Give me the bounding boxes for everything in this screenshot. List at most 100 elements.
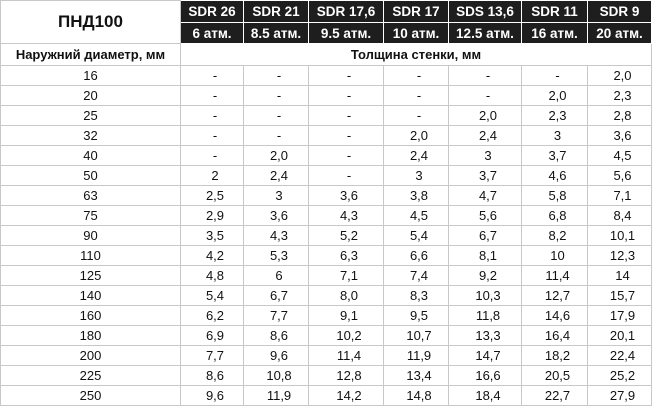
thickness-cell: 4,5 [383,205,449,226]
data-row: 180 6,9 8,6 10,2 10,7 13,3 16,4 20,1 [0,325,652,346]
thickness-cell: 4,2 [180,245,244,266]
column-pressure: 12.5 атм. [448,22,522,44]
thickness-cell: 5,3 [243,245,309,266]
thickness-cell: 10,8 [243,365,309,386]
thickness-cell: 9,6 [180,385,244,406]
thickness-cell: 6 [243,265,309,286]
thickness-cell: 4,3 [308,205,384,226]
thickness-cell: - [180,65,244,86]
data-row: 160 6,2 7,7 9,1 9,5 11,8 14,6 17,9 [0,305,652,326]
thickness-cell: 3,6 [308,185,384,206]
thickness-cell: - [383,105,449,126]
thickness-cell: 22,4 [587,345,652,366]
diameter-cell: 160 [0,305,181,326]
data-row: 225 8,6 10,8 12,8 13,4 16,6 20,5 25,2 [0,365,652,386]
header-row: ПНД100 SDR 26 SDR 21 SDR 17,6 SDR 17 SDS 13,… [0,0,652,44]
column-pressure: 6 атм. [180,22,244,44]
diameter-cell: 20 [0,85,181,106]
table-title: ПНД100 [0,0,181,44]
data-row: 110 4,2 5,3 6,3 6,6 8,1 10 12,3 [0,245,652,266]
thickness-cell: 2 [180,165,244,186]
thickness-cell: 9,2 [448,265,522,286]
data-row: 63 2,5 3 3,6 3,8 4,7 5,8 7,1 [0,185,652,206]
thickness-cell: 14 [587,265,652,286]
thickness-cell: 27,9 [587,385,652,406]
diameter-cell: 110 [0,245,181,266]
data-row: 140 5,4 6,7 8,0 8,3 10,3 12,7 15,7 [0,285,652,306]
thickness-cell: - [243,85,309,106]
thickness-cell: 16,6 [448,365,522,386]
thickness-cell: 11,4 [308,345,384,366]
thickness-cell: 8,1 [448,245,522,266]
data-row: 125 4,8 6 7,1 7,4 9,2 11,4 14 [0,265,652,286]
data-row: 32- - -2,0 2,4 3 3,6 [0,125,652,146]
thickness-cell: 2,9 [180,205,244,226]
thickness-cell: 3,5 [180,225,244,246]
thickness-cell: 6,7 [448,225,522,246]
thickness-cell: 2,3 [521,105,588,126]
thickness-cell: - [448,85,522,106]
thickness-cell: 6,9 [180,325,244,346]
diameter-cell: 125 [0,265,181,286]
thickness-cell: 8,0 [308,285,384,306]
thickness-cell: 22,7 [521,385,588,406]
thickness-cell: 8,6 [243,325,309,346]
thickness-cell: 18,2 [521,345,588,366]
thickness-cell: 4,6 [521,165,588,186]
column-name: SDR 21 [243,0,309,23]
data-row: 250 9,6 11,9 14,2 14,8 18,4 22,7 27,9 [0,385,652,406]
data-row: 75 2,9 3,6 4,3 4,5 5,6 6,8 8,4 [0,205,652,226]
thickness-cell: 2,4 [383,145,449,166]
thickness-cell: 2,0 [448,105,522,126]
thickness-cell: 3,6 [587,125,652,146]
thickness-cell: 8,6 [180,365,244,386]
thickness-cell: - [383,65,449,86]
thickness-cell: 5,8 [521,185,588,206]
thickness-cell: 8,2 [521,225,588,246]
thickness-cell: 14,8 [383,385,449,406]
diameter-cell: 16 [0,65,181,86]
column-pressure: 8.5 атм. [243,22,309,44]
thickness-cell: 12,7 [521,285,588,306]
thickness-cell: 11,8 [448,305,522,326]
thickness-cell: 3 [383,165,449,186]
column-name: SDR 9 [587,0,652,23]
thickness-cell: 5,2 [308,225,384,246]
column-name: SDR 26 [180,0,244,23]
thickness-cell: 20,5 [521,365,588,386]
thickness-cell: 6,6 [383,245,449,266]
thickness-cell: 16,4 [521,325,588,346]
thickness-cell: 10,2 [308,325,384,346]
pressure-row: 6 атм. 8.5 атм. 9.5 атм. 10 атм. 12.5 атм. 16… [1,22,652,44]
thickness-cell: 9,5 [383,305,449,326]
thickness-cell: 12,3 [587,245,652,266]
column-pressure: 20 атм. [587,22,652,44]
thickness-cell: - [383,85,449,106]
thickness-cell: 17,9 [587,305,652,326]
thickness-cell: 5,6 [587,165,652,186]
diameter-cell: 50 [0,165,181,186]
thickness-cell: 3,7 [521,145,588,166]
thickness-cell: 4,5 [587,145,652,166]
thickness-cell: - [448,65,522,86]
column-pressure: 9.5 атм. [308,22,384,44]
diameter-cell: 200 [0,345,181,366]
thickness-cell: 7,1 [587,185,652,206]
row-header: Наружний диаметр, мм [0,43,181,66]
column-pressure: 10 атм. [383,22,449,44]
diameter-cell: 32 [0,125,181,146]
thickness-cell: 6,8 [521,205,588,226]
diameter-cell: 75 [0,205,181,226]
thickness-cell: 3,7 [448,165,522,186]
thickness-cell: 12,8 [308,365,384,386]
thickness-cell: 3 [243,185,309,206]
thickness-cell: 7,7 [243,305,309,326]
thickness-cell: - [180,145,244,166]
thickness-cell: 3 [448,145,522,166]
thickness-cell: 2,0 [243,145,309,166]
column-pressure: 16 атм. [521,22,588,44]
thickness-cell: 11,9 [243,385,309,406]
data-row: 50 2 2,4-3 3,7 4,6 5,6 [0,165,652,186]
thickness-cell: - [308,145,384,166]
